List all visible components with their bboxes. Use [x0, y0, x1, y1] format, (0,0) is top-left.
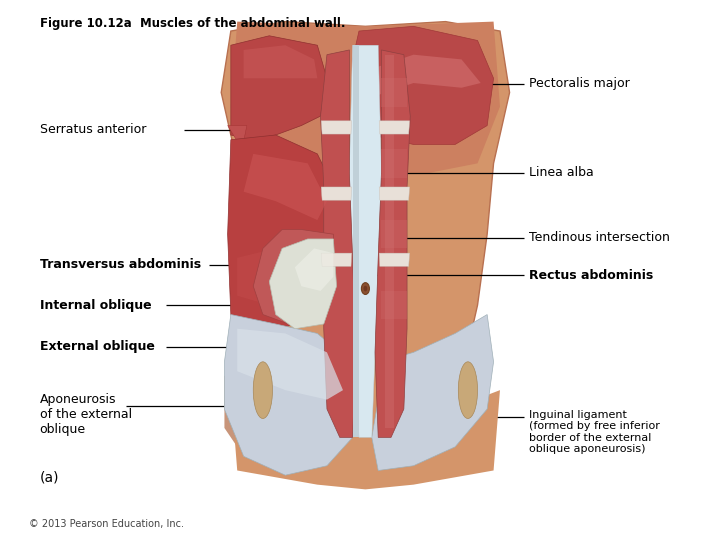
Text: Rectus abdominis: Rectus abdominis	[529, 269, 654, 282]
Polygon shape	[384, 55, 395, 428]
Text: Aponeurosis
of the external
oblique: Aponeurosis of the external oblique	[40, 393, 132, 436]
Polygon shape	[289, 239, 333, 291]
Text: Tendinous intersection: Tendinous intersection	[529, 231, 670, 244]
Polygon shape	[237, 329, 343, 400]
Text: Inguinal ligament
(formed by free inferior
border of the external
oblique aponeu: Inguinal ligament (formed by free inferi…	[529, 410, 660, 454]
Polygon shape	[253, 154, 272, 178]
Polygon shape	[349, 45, 382, 437]
Polygon shape	[382, 149, 407, 178]
Polygon shape	[243, 154, 327, 220]
Polygon shape	[240, 140, 260, 164]
Polygon shape	[372, 55, 481, 97]
Polygon shape	[382, 220, 407, 248]
Polygon shape	[228, 135, 333, 343]
Polygon shape	[253, 230, 333, 324]
Polygon shape	[286, 187, 297, 211]
Ellipse shape	[459, 362, 477, 418]
Polygon shape	[243, 45, 318, 78]
Polygon shape	[231, 36, 327, 140]
Polygon shape	[379, 253, 410, 266]
Text: Linea alba: Linea alba	[529, 166, 594, 179]
Polygon shape	[375, 50, 410, 437]
Polygon shape	[353, 26, 494, 145]
Text: © 2013 Pearson Education, Inc.: © 2013 Pearson Education, Inc.	[29, 519, 184, 529]
Polygon shape	[353, 45, 359, 437]
Text: External oblique: External oblique	[40, 340, 155, 353]
Polygon shape	[382, 291, 407, 319]
Ellipse shape	[364, 286, 367, 292]
Polygon shape	[269, 239, 336, 329]
Polygon shape	[279, 178, 292, 201]
Polygon shape	[228, 126, 247, 149]
Polygon shape	[295, 248, 333, 291]
Text: Serratus anterior: Serratus anterior	[40, 123, 146, 136]
Text: (a): (a)	[40, 471, 59, 485]
Polygon shape	[321, 253, 351, 266]
Polygon shape	[372, 314, 494, 470]
Polygon shape	[320, 50, 356, 437]
Text: Pectoralis major: Pectoralis major	[529, 77, 630, 90]
Polygon shape	[379, 187, 410, 200]
Polygon shape	[231, 22, 500, 173]
Text: Figure 10.12a  Muscles of the abdominal wall.: Figure 10.12a Muscles of the abdominal w…	[40, 17, 345, 30]
Polygon shape	[221, 22, 510, 485]
Text: Internal oblique: Internal oblique	[40, 299, 151, 312]
Polygon shape	[237, 248, 314, 305]
Polygon shape	[321, 187, 351, 200]
Ellipse shape	[253, 362, 272, 418]
Polygon shape	[231, 390, 500, 489]
Polygon shape	[225, 314, 353, 475]
Ellipse shape	[361, 282, 369, 294]
Polygon shape	[321, 121, 351, 134]
Text: Transversus abdominis: Transversus abdominis	[40, 258, 201, 271]
Polygon shape	[225, 362, 285, 456]
Polygon shape	[268, 163, 284, 187]
Polygon shape	[379, 121, 410, 134]
Polygon shape	[382, 78, 407, 106]
